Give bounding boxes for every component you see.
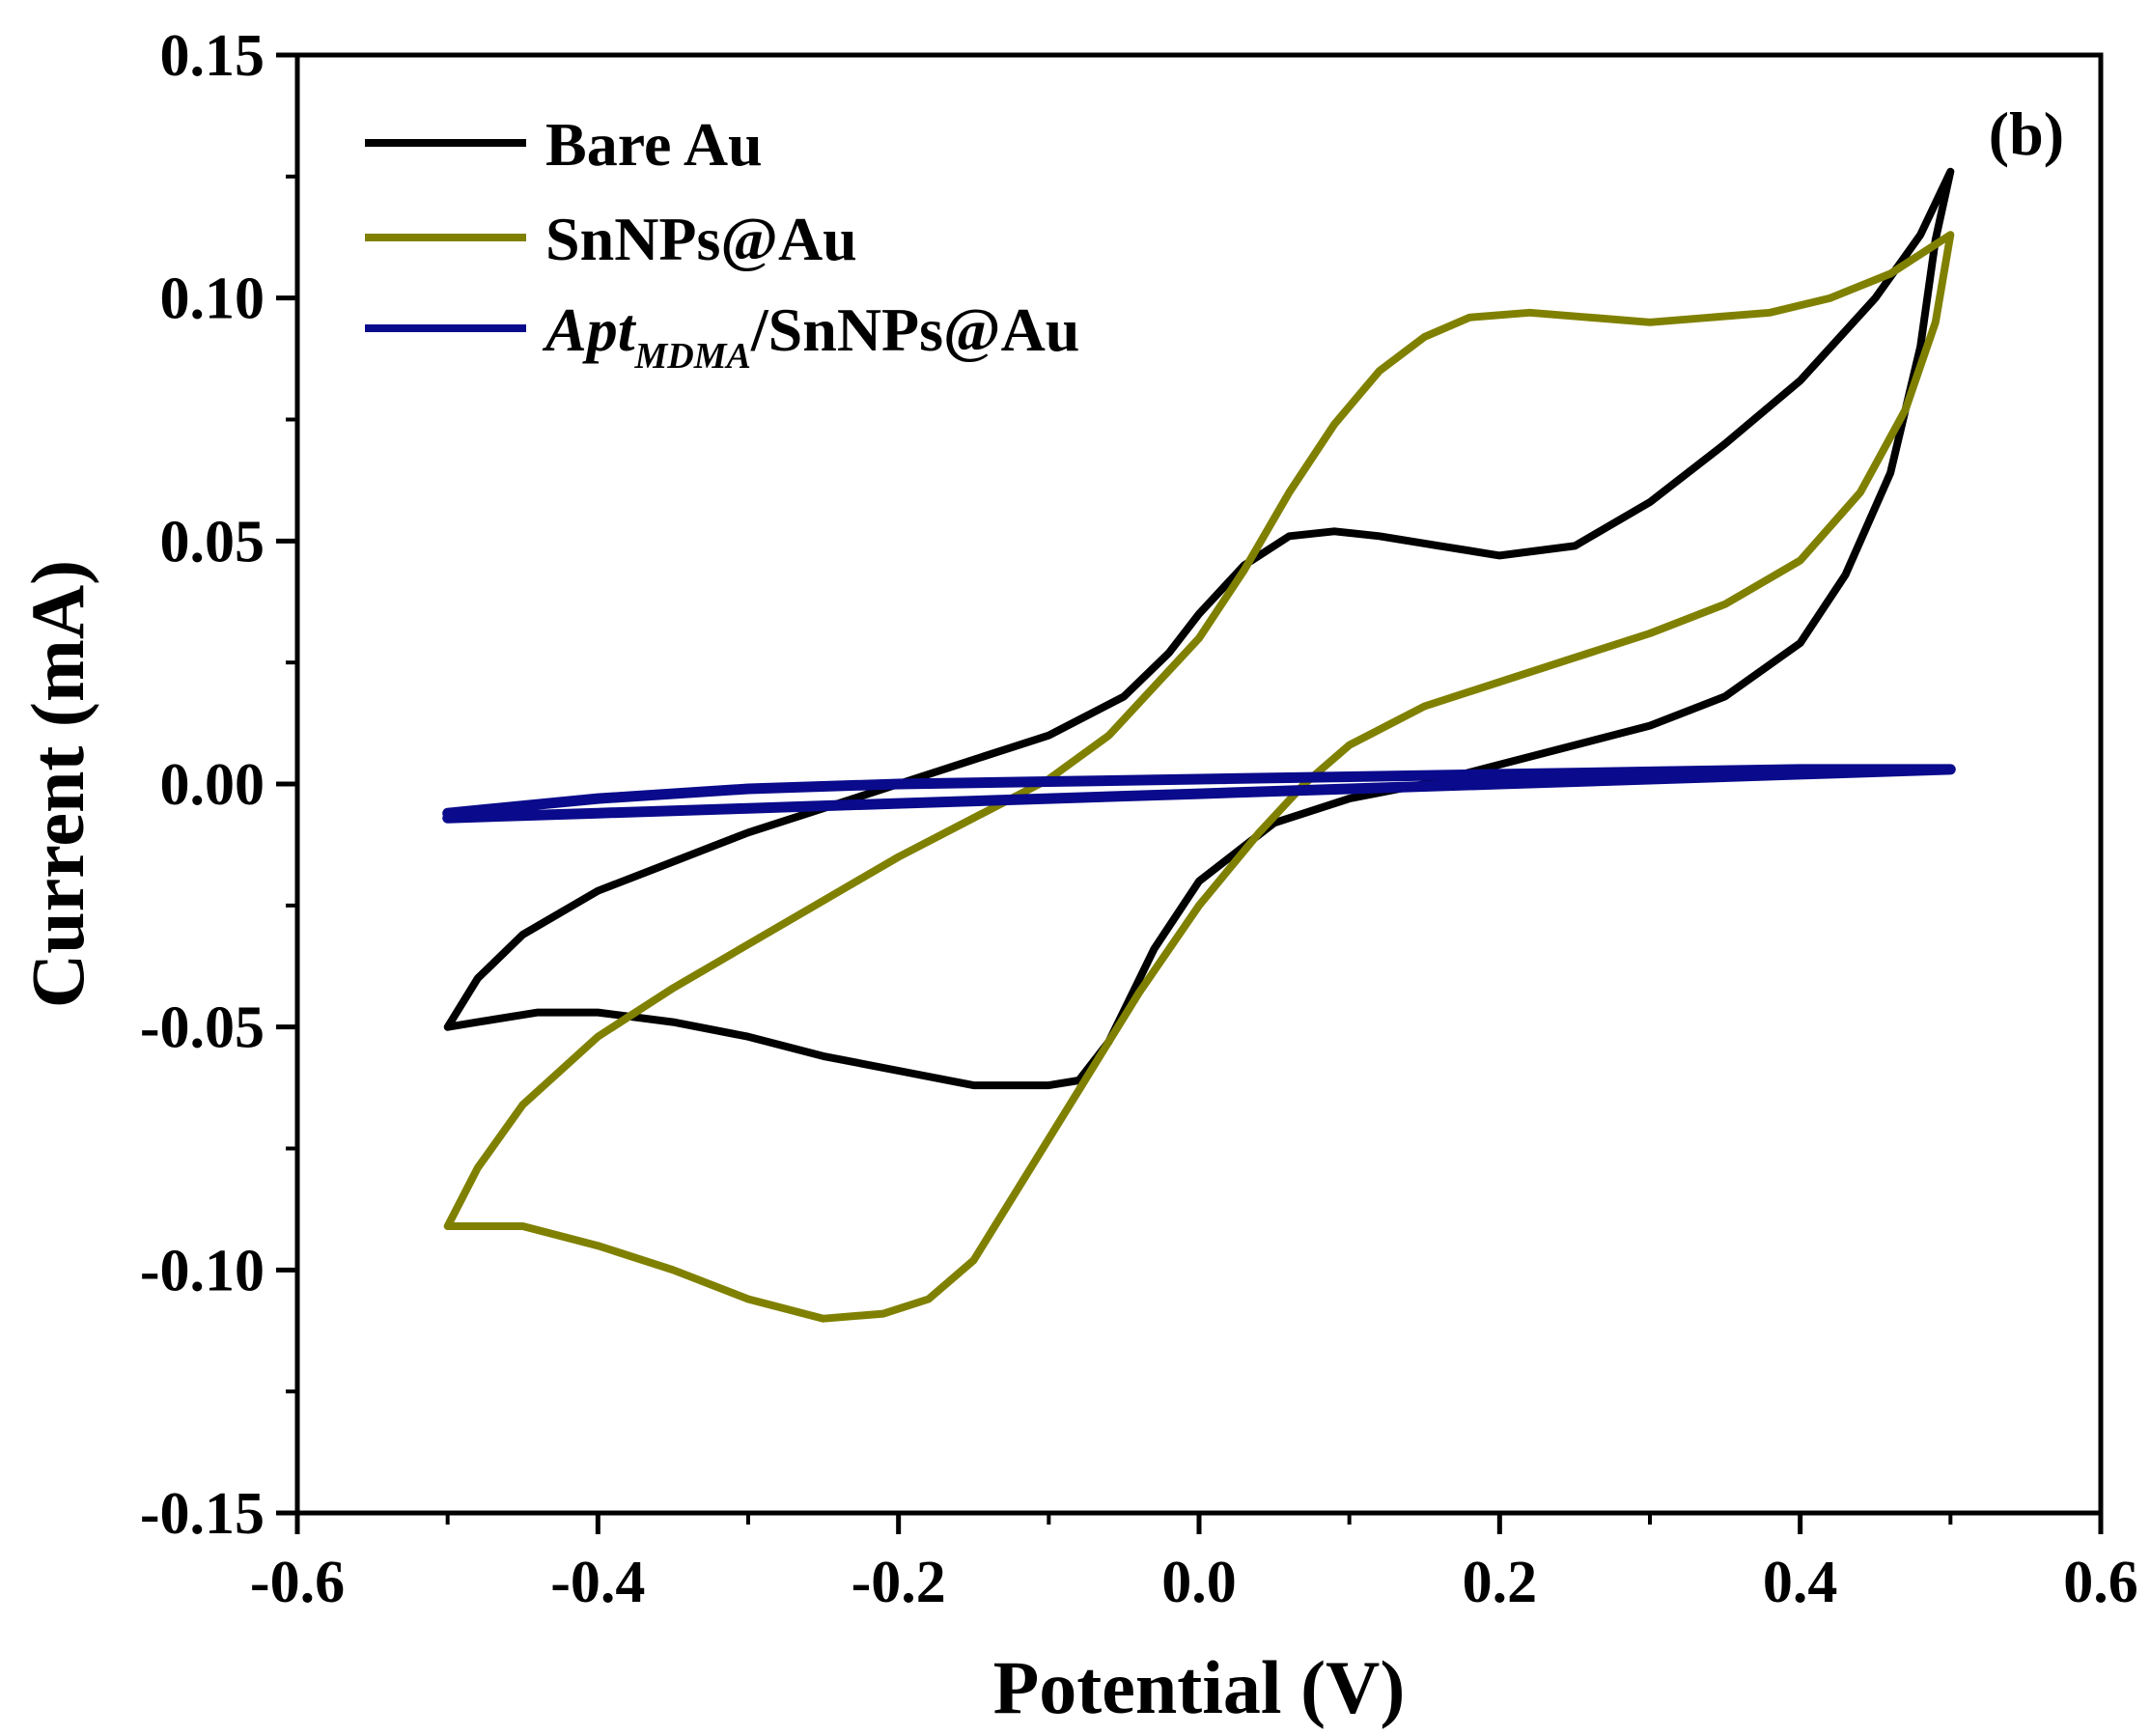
plot-frame [294, 52, 2104, 1516]
x-tick-label: -0.4 [550, 1550, 645, 1615]
legend-label-bare-au: Bare Au [545, 110, 763, 179]
x-tick-label: -0.2 [852, 1550, 946, 1615]
y-tick-label: -0.05 [140, 995, 265, 1061]
legend-label-apt-rest: /SnNPs@Au [750, 295, 1080, 364]
x-tick-label: 0.6 [2063, 1550, 2138, 1615]
x-tick-label: 0.0 [1161, 1550, 1237, 1615]
x-tick-label: -0.6 [250, 1550, 345, 1615]
legend-label-apt-main: Apt [542, 295, 637, 364]
legend-label-apt-snnps-au: AptMDMA/SnNPs@Au [542, 295, 1079, 377]
legend-label-snnps-au: SnNPs@Au [545, 205, 857, 273]
series-line-aptmdma-snnps-au [442, 764, 1956, 824]
y-tick-label: -0.10 [140, 1238, 265, 1303]
series-layer [442, 167, 1956, 1323]
series-line-bare-au [443, 167, 1955, 1090]
x-axis-title: Potential (V) [993, 1645, 1406, 1729]
y-tick-label: 0.15 [160, 23, 265, 89]
y-tick-label: 0.00 [160, 752, 265, 818]
y-tick-label: 0.05 [160, 509, 265, 574]
y-axis-title: Current (mA) [15, 560, 99, 1008]
panel-label: (b) [1989, 99, 2064, 168]
x-tick-label: 0.2 [1463, 1550, 1538, 1615]
legend-label-apt-sub: MDMA [633, 336, 750, 377]
y-tick-label: 0.10 [160, 266, 265, 332]
legend: Bare Au SnNPs@Au AptMDMA/SnNPs@Au [365, 110, 1079, 377]
y-tick-label: -0.15 [140, 1481, 265, 1547]
x-tick-label: 0.4 [1763, 1550, 1838, 1615]
ticks-layer: -0.6 -0.4 -0.2 0.0 0.2 0.4 0.6 0.15 0.10 0.05 0.00… [140, 23, 2138, 1615]
